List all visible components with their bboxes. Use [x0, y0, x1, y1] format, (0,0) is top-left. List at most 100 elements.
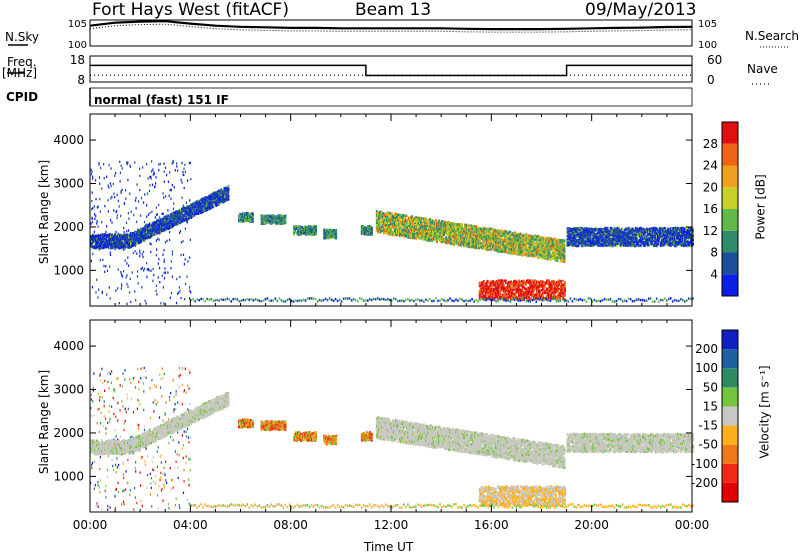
power-cell	[95, 214, 97, 218]
power-cell	[307, 228, 309, 232]
power-cell	[327, 230, 330, 233]
power-cell	[122, 241, 124, 245]
power-cell	[280, 222, 283, 226]
power-cell	[379, 211, 381, 215]
power-cell	[98, 163, 100, 166]
power-cell	[311, 233, 313, 236]
power-cell	[150, 243, 152, 246]
power-cell	[125, 243, 127, 247]
power-cell	[158, 163, 160, 166]
power-cell	[134, 241, 136, 245]
power-cell	[189, 256, 191, 259]
power-cell	[180, 210, 183, 213]
power-cell	[180, 178, 182, 182]
power-cell	[267, 219, 270, 222]
power-cell	[370, 227, 373, 231]
power-cell	[243, 215, 245, 218]
power-cell	[146, 229, 148, 232]
power-cell	[169, 218, 172, 222]
power-cell	[91, 240, 93, 243]
power-cell	[167, 271, 169, 274]
power-cell	[179, 218, 182, 221]
power-cell	[126, 241, 128, 245]
power-cell	[139, 241, 141, 244]
power-cell	[184, 218, 187, 221]
power-cell	[144, 236, 146, 239]
power-cell	[222, 194, 225, 197]
power-cell	[117, 268, 119, 271]
power-cell	[161, 224, 163, 227]
power-cell	[120, 234, 122, 237]
power-cell	[159, 216, 161, 219]
power-cell	[468, 245, 471, 249]
power-cell	[104, 245, 106, 249]
power-cell	[111, 246, 113, 250]
power-cell	[136, 275, 139, 278]
power-cell	[362, 225, 365, 229]
power-cell	[188, 210, 191, 213]
power-cell	[96, 220, 98, 223]
power-cell	[93, 235, 95, 239]
power-cell	[212, 197, 215, 200]
power-cell	[299, 226, 301, 229]
power-cell	[272, 214, 275, 217]
power-cell	[189, 199, 191, 202]
power-cell	[209, 205, 212, 208]
power-cell	[202, 200, 205, 203]
power-cell	[214, 200, 217, 204]
power-cell	[171, 253, 173, 256]
power-cell	[126, 233, 128, 236]
power-cell	[166, 239, 168, 243]
power-cell	[276, 221, 279, 224]
power-cell	[100, 246, 102, 250]
power-cell	[155, 223, 157, 226]
power-cell	[208, 205, 211, 209]
power-cell	[189, 161, 191, 165]
power-cell	[158, 230, 160, 233]
power-cell	[199, 209, 202, 213]
power-cell	[183, 167, 185, 170]
power-cell	[158, 203, 160, 207]
power-cell	[164, 226, 166, 230]
power-cell	[381, 229, 383, 232]
power-cell	[169, 238, 171, 241]
power-cell	[335, 236, 338, 239]
power-cell	[190, 210, 193, 213]
power-cell	[154, 221, 156, 224]
power-cell	[381, 212, 383, 216]
power-cell	[364, 226, 367, 229]
power-cell	[106, 175, 108, 178]
power-cell	[270, 219, 273, 222]
power-cell	[327, 234, 330, 238]
power-cell	[203, 200, 206, 203]
power-cell	[103, 177, 105, 180]
power-cell	[152, 229, 154, 232]
power-cell	[185, 216, 188, 219]
power-cell	[180, 296, 182, 300]
power-cell	[116, 214, 118, 217]
power-cell	[127, 212, 129, 215]
power-cell	[184, 163, 186, 167]
power-cell	[202, 208, 205, 211]
power-cell	[307, 227, 309, 230]
power-cell	[240, 218, 242, 221]
power-cell	[141, 266, 143, 270]
power-cell	[137, 231, 139, 234]
power-cell	[363, 231, 366, 235]
power-cell	[293, 232, 295, 236]
power-cell	[366, 227, 369, 231]
power-cell	[199, 202, 202, 205]
power-cell	[377, 211, 379, 215]
power-cell	[250, 215, 252, 218]
power-cell	[184, 207, 187, 210]
power-cell	[106, 293, 108, 296]
power-cell	[187, 214, 190, 217]
power-cell	[381, 217, 383, 221]
power-cell	[141, 253, 143, 256]
power-cell	[367, 227, 370, 231]
power-cell	[117, 287, 119, 290]
power-cell	[153, 221, 155, 224]
power-cell	[310, 225, 312, 229]
power-cell	[294, 225, 296, 228]
power-cell	[330, 235, 333, 239]
